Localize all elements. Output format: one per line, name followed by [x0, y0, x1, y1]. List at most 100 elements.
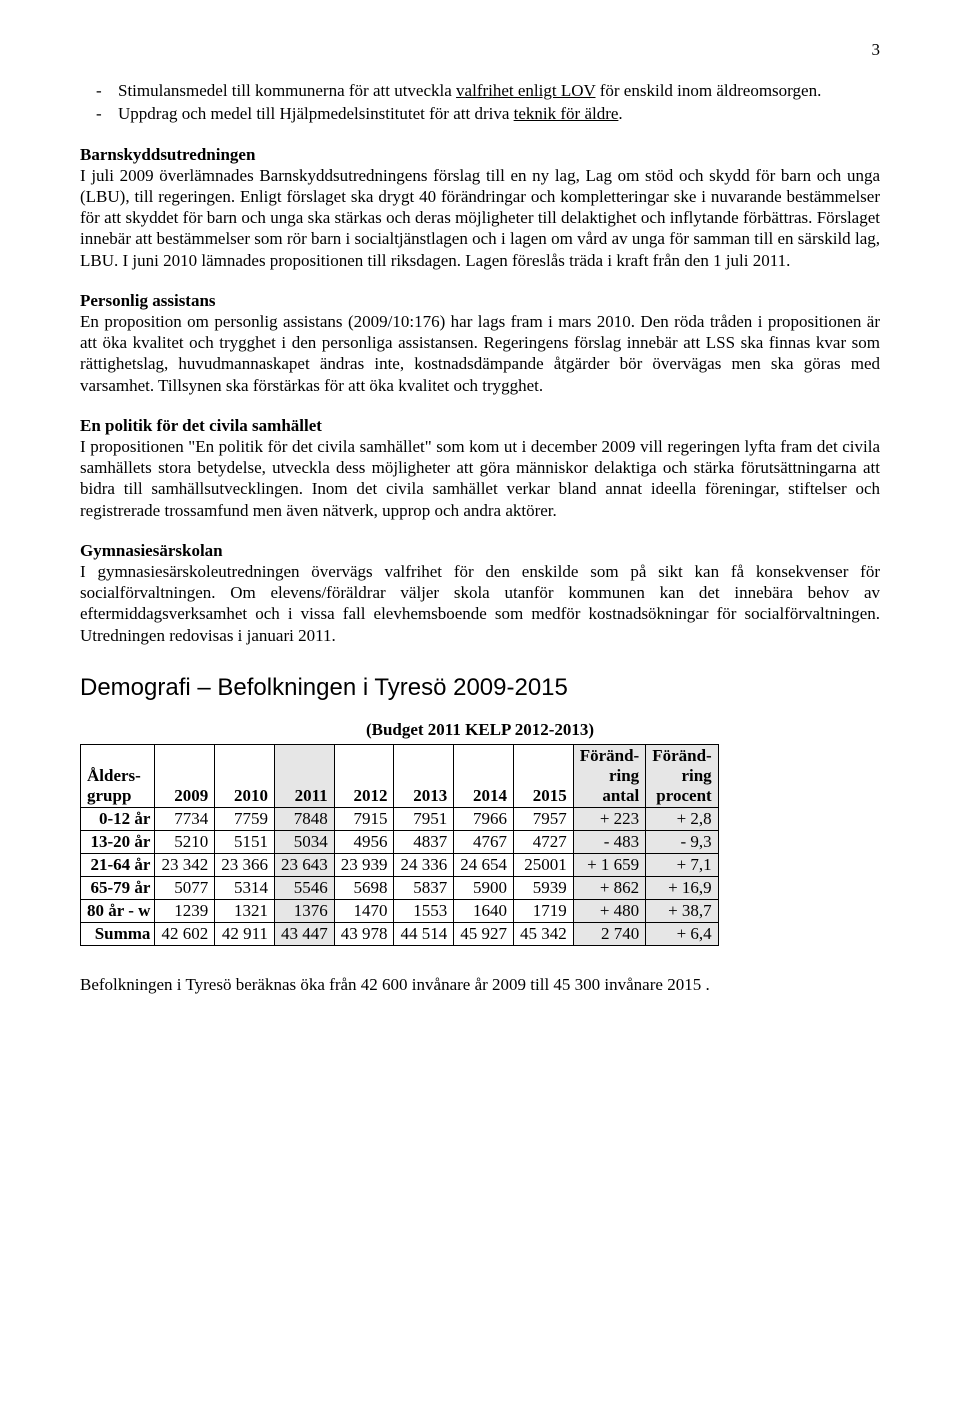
table-cell: 7734 [155, 807, 215, 830]
table-cell: 42 911 [215, 922, 275, 945]
table-header-cell: Föränd-ringantal [573, 744, 646, 807]
section-heading-barn: Barnskyddsutredningen [80, 145, 880, 165]
table-cell: 4956 [334, 830, 394, 853]
table-cell: 23 342 [155, 853, 215, 876]
section-body-assist: En proposition om personlig assistans (2… [80, 311, 880, 396]
table-header-row: Ålders-grupp2009201020112012201320142015… [81, 744, 719, 807]
table-cell: 43 447 [274, 922, 334, 945]
table-cell: 7951 [394, 807, 454, 830]
section-body-gymn: I gymnasiesärskoleutredningen övervägs v… [80, 561, 880, 646]
table-cell: 5837 [394, 876, 454, 899]
table-cell: 21-64 år [81, 853, 155, 876]
table-cell: 1553 [394, 899, 454, 922]
table-caption: (Budget 2011 KELP 2012-2013) [80, 720, 880, 740]
bullet-text-underline: teknik för äldre [514, 104, 619, 123]
bullet-item: Stimulansmedel till kommunerna för att u… [118, 80, 880, 101]
table-cell: 1470 [334, 899, 394, 922]
bullet-text-post: . [618, 104, 622, 123]
table-cell: 5210 [155, 830, 215, 853]
table-cell: 7966 [454, 807, 514, 830]
table-cell: 1376 [274, 899, 334, 922]
table-cell: 7915 [334, 807, 394, 830]
bullet-text-pre: Uppdrag och medel till Hjälpmedelsinstit… [118, 104, 514, 123]
table-cell: 1239 [155, 899, 215, 922]
table-cell: 5546 [274, 876, 334, 899]
table-cell: 7957 [513, 807, 573, 830]
table-header-cell: 2009 [155, 744, 215, 807]
table-cell: 5077 [155, 876, 215, 899]
table-row: 0-12 år7734775978487915795179667957+ 223… [81, 807, 719, 830]
table-cell: 43 978 [334, 922, 394, 945]
table-cell: 24 336 [394, 853, 454, 876]
table-cell: 1640 [454, 899, 514, 922]
page-number: 3 [80, 40, 880, 60]
table-header-cell: 2010 [215, 744, 275, 807]
table-cell: 5939 [513, 876, 573, 899]
footer-text: Befolkningen i Tyresö beräknas öka från … [80, 974, 880, 995]
table-cell: 4727 [513, 830, 573, 853]
table-cell: 5034 [274, 830, 334, 853]
table-cell: 1321 [215, 899, 275, 922]
table-cell: 42 602 [155, 922, 215, 945]
bullet-item: Uppdrag och medel till Hjälpmedelsinstit… [118, 103, 880, 124]
table-row: 21-64 år23 34223 36623 64323 93924 33624… [81, 853, 719, 876]
table-row: 13-20 år5210515150344956483747674727- 48… [81, 830, 719, 853]
table-cell: 4837 [394, 830, 454, 853]
table-row: 65-79 år5077531455465698583759005939+ 86… [81, 876, 719, 899]
table-cell: + 1 659 [573, 853, 646, 876]
table-cell: 45 342 [513, 922, 573, 945]
table-header-cell: 2013 [394, 744, 454, 807]
table-cell: + 38,7 [646, 899, 719, 922]
table-cell: 5314 [215, 876, 275, 899]
table-cell: 13-20 år [81, 830, 155, 853]
table-cell: 23 939 [334, 853, 394, 876]
table-cell: 25001 [513, 853, 573, 876]
table-cell: 80 år - w [81, 899, 155, 922]
table-cell: 1719 [513, 899, 573, 922]
table-cell: 24 654 [454, 853, 514, 876]
table-header-cell: Föränd-ringprocent [646, 744, 719, 807]
table-row: Summa42 60242 91143 44743 97844 51445 92… [81, 922, 719, 945]
table-cell: 5900 [454, 876, 514, 899]
table-cell: 2 740 [573, 922, 646, 945]
table-cell: + 480 [573, 899, 646, 922]
section-body-civil: I propositionen "En politik för det civi… [80, 436, 880, 521]
bullet-text-underline: valfrihet enligt LOV [456, 81, 595, 100]
bullet-text-pre: Stimulansmedel till kommunerna för att u… [118, 81, 456, 100]
table-cell: 45 927 [454, 922, 514, 945]
demografi-table: Ålders-grupp2009201020112012201320142015… [80, 744, 719, 946]
table-header-cell: 2015 [513, 744, 573, 807]
table-cell: + 6,4 [646, 922, 719, 945]
table-cell: 7759 [215, 807, 275, 830]
table-cell: + 2,8 [646, 807, 719, 830]
table-cell: 5151 [215, 830, 275, 853]
demografi-heading: Demografi – Befolkningen i Tyresö 2009-2… [80, 674, 880, 702]
table-header-cell: 2011 [274, 744, 334, 807]
table-cell: Summa [81, 922, 155, 945]
table-cell: + 7,1 [646, 853, 719, 876]
bullet-text-post: för enskild inom äldreomsorgen. [595, 81, 821, 100]
section-body-barn: I juli 2009 överlämnades Barnskyddsutred… [80, 165, 880, 271]
table-header-cell: 2014 [454, 744, 514, 807]
table-cell: 4767 [454, 830, 514, 853]
table-header-cell: 2012 [334, 744, 394, 807]
table-cell: 65-79 år [81, 876, 155, 899]
section-heading-gymn: Gymnasiesärskolan [80, 541, 880, 561]
table-cell: 7848 [274, 807, 334, 830]
table-header-cell: Ålders-grupp [81, 744, 155, 807]
section-heading-civil: En politik för det civila samhället [80, 416, 880, 436]
table-cell: 23 643 [274, 853, 334, 876]
table-cell: + 223 [573, 807, 646, 830]
document-page: 3 Stimulansmedel till kommunerna för att… [0, 0, 960, 1035]
table-cell: 23 366 [215, 853, 275, 876]
table-cell: - 483 [573, 830, 646, 853]
table-row: 80 år - w1239132113761470155316401719+ 4… [81, 899, 719, 922]
bullet-list: Stimulansmedel till kommunerna för att u… [80, 80, 880, 125]
table-cell: 44 514 [394, 922, 454, 945]
table-cell: - 9,3 [646, 830, 719, 853]
table-cell: + 16,9 [646, 876, 719, 899]
table-cell: + 862 [573, 876, 646, 899]
table-cell: 0-12 år [81, 807, 155, 830]
table-cell: 5698 [334, 876, 394, 899]
section-heading-assist: Personlig assistans [80, 291, 880, 311]
